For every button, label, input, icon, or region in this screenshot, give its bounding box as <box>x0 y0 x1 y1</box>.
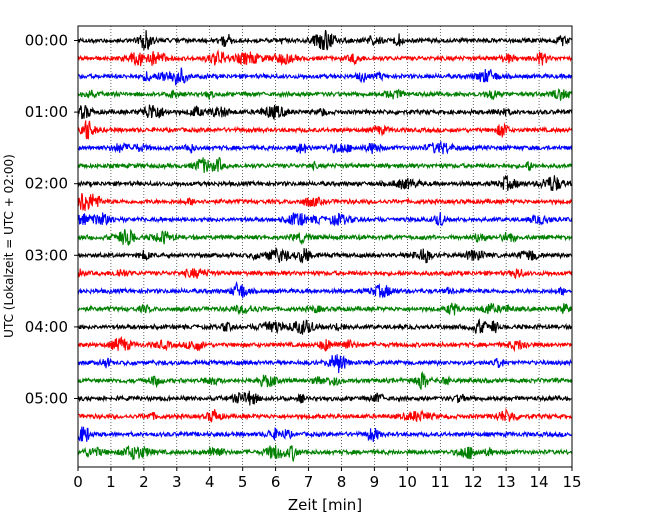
y-tick-label: 03:00 <box>25 246 68 264</box>
x-tick-label: 1 <box>106 473 116 491</box>
x-tick-label: 9 <box>370 473 380 491</box>
seismogram-trace <box>77 156 573 174</box>
x-tick-label: 8 <box>337 473 347 491</box>
seismogram-trace <box>77 88 573 101</box>
seismogram-trace <box>77 280 572 299</box>
y-tick-label: 02:00 <box>25 175 68 193</box>
seismogram-trace <box>77 120 573 140</box>
y-axis-ticks: 00:00 01:00 02:00 03:00 04:00 05:00 <box>25 32 78 408</box>
seismogram-trace <box>77 426 573 442</box>
seismogram-trace <box>77 444 573 462</box>
y-tick-label: 04:00 <box>25 318 68 336</box>
y-tick-label: 00:00 <box>25 32 68 50</box>
y-axis-label: UTC (Lokalzeit = UTC + 02:00) <box>2 154 16 338</box>
seismogram-trace <box>77 228 573 246</box>
y-tick-label: 01:00 <box>25 103 68 121</box>
x-tick-label: 5 <box>238 473 248 491</box>
y-tick-label: 05:00 <box>25 390 68 408</box>
seismogram-trace <box>77 104 573 121</box>
seismogram-traces <box>77 29 573 462</box>
seismogram-trace <box>77 193 573 211</box>
seismogram-trace <box>77 335 572 353</box>
x-tick-label: 13 <box>497 473 516 491</box>
x-tick-label: 10 <box>398 473 417 491</box>
x-tick-label: 6 <box>271 473 281 491</box>
seismogram-trace <box>77 174 573 191</box>
x-tick-label: 12 <box>464 473 483 491</box>
x-axis-label: Zeit [min] <box>288 496 362 514</box>
seismogram-trace <box>77 141 573 155</box>
x-axis-ticks: 0 1 2 3 4 5 6 7 8 9 10 11 12 13 14 15 <box>73 467 582 491</box>
seismogram-trace <box>77 318 573 335</box>
seismogram-trace <box>77 268 573 280</box>
x-tick-label: 11 <box>431 473 450 491</box>
vertical-gridlines <box>110 26 540 467</box>
seismogram-trace <box>77 246 573 264</box>
x-tick-label: 14 <box>530 473 549 491</box>
x-tick-label: 7 <box>304 473 314 491</box>
seismogram-trace <box>77 407 573 423</box>
x-tick-label: 4 <box>205 473 215 491</box>
x-tick-label: 15 <box>562 473 581 491</box>
seismogram-trace <box>77 302 573 316</box>
seismogram-trace <box>77 211 573 227</box>
seismogram-trace <box>77 29 573 51</box>
plot-frame <box>77 25 573 468</box>
x-tick-label: 0 <box>73 473 83 491</box>
seismogram-trace <box>77 67 573 86</box>
seismogram-trace <box>77 390 573 406</box>
x-tick-label: 3 <box>172 473 182 491</box>
x-tick-label: 2 <box>139 473 149 491</box>
seismogram-trace <box>77 370 573 390</box>
seismogram-trace <box>77 49 573 67</box>
seismogram-trace <box>77 354 573 374</box>
